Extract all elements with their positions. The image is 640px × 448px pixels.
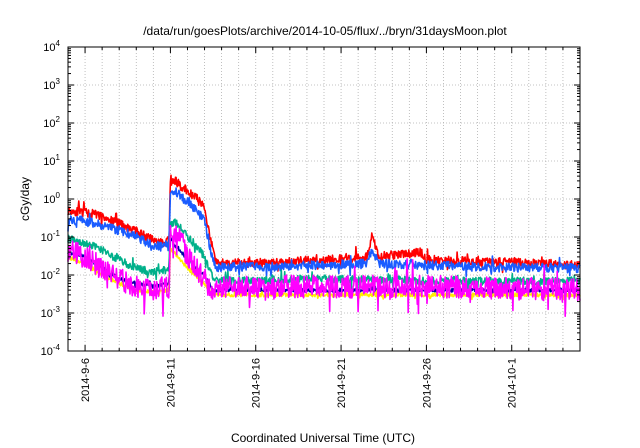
y-tick-label: 104 [43, 39, 60, 54]
x-tick-label: 2014-9-6 [80, 358, 92, 402]
y-tick-label: 102 [43, 115, 60, 130]
y-axis-ticks: 10-4 10-3 10-2 10-1 100 101 102 103 104 [41, 39, 580, 358]
y-tick-label: 10-3 [41, 305, 61, 320]
series-line-2 [67, 187, 581, 278]
x-tick-label: 2014-9-26 [421, 358, 433, 408]
y-tick-label: 101 [43, 153, 60, 168]
chart-title: /data/run/goesPlots/archive/2014-10-05/f… [143, 24, 507, 38]
x-tick-label: 2014-10-1 [507, 358, 519, 408]
y-axis-label: cGy/day [18, 177, 32, 221]
series-line-6 [67, 224, 581, 317]
x-tick-label: 2014-9-16 [251, 358, 263, 408]
data-series [67, 174, 581, 317]
y-tick-label: 10-4 [41, 343, 61, 358]
y-tick-label: 100 [43, 191, 60, 206]
x-tick-label: 2014-9-21 [336, 358, 348, 408]
y-tick-label: 10-2 [41, 267, 61, 282]
x-tick-label: 2014-9-11 [165, 358, 177, 407]
x-axis-label: Coordinated Universal Time (UTC) [231, 431, 415, 445]
x-axis-ticks: 2014-9-6 2014-9-11 2014-9-16 2014-9-21 2014-… [80, 47, 564, 408]
series-line-1 [67, 174, 581, 274]
y-tick-label: 103 [43, 77, 60, 92]
y-tick-label: 10-1 [41, 229, 61, 244]
